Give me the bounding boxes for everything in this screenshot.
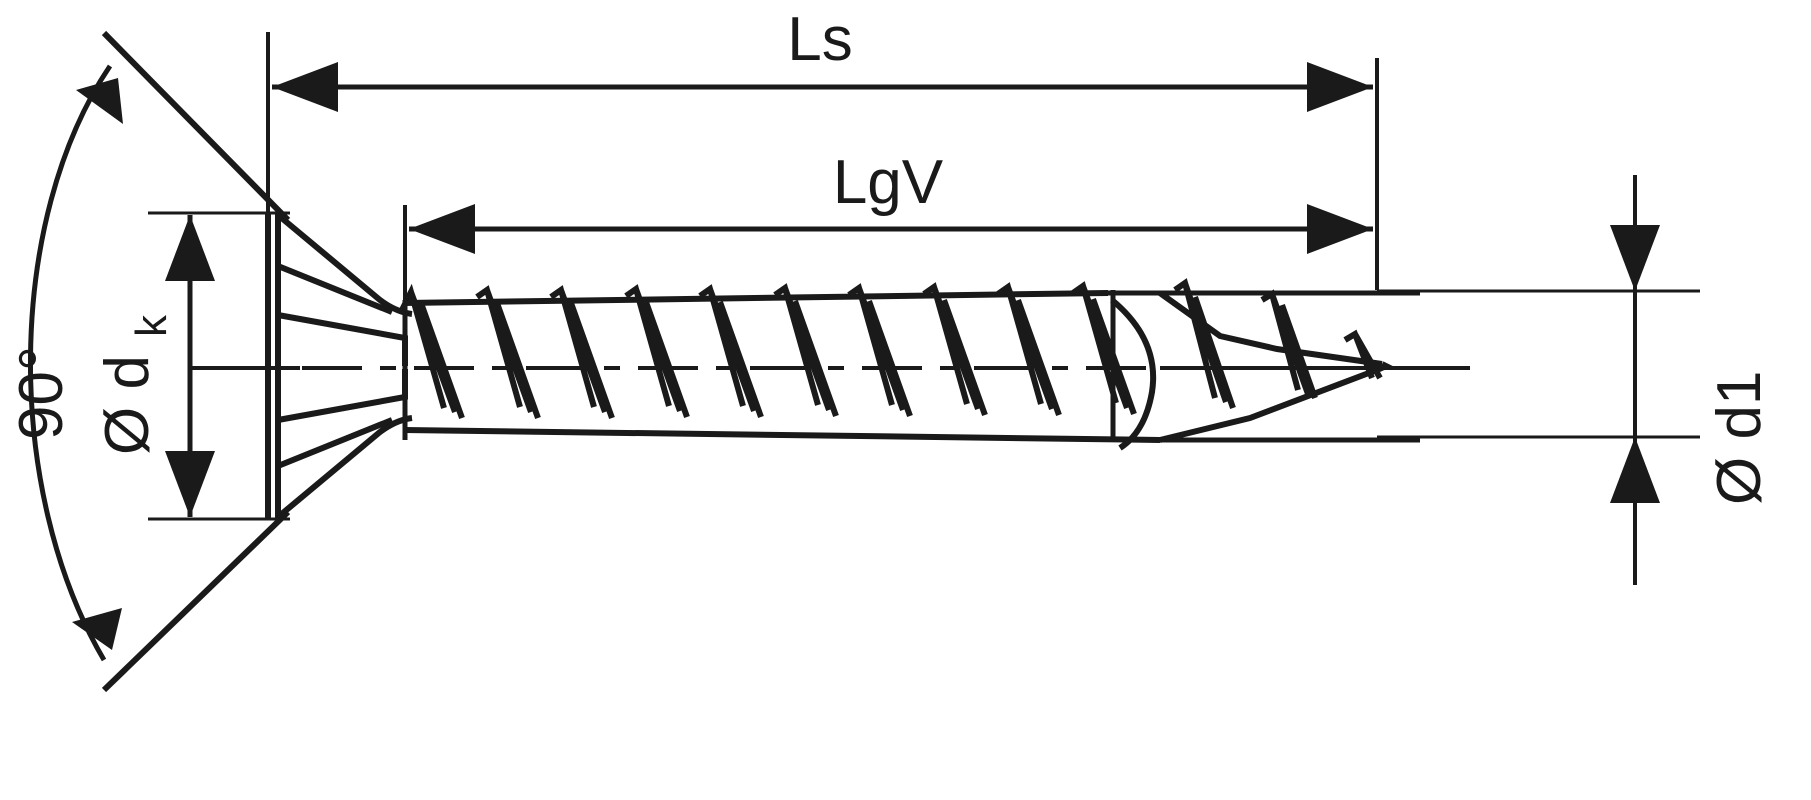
thread-crest-top-line: [403, 290, 1109, 306]
arrow-up-icon: [165, 215, 215, 281]
thread-cutting-notch: [1110, 297, 1157, 451]
label-d1: Ø d1: [1705, 371, 1774, 505]
shank-tick-marks: [402, 290, 1116, 440]
label-lgv: LgV: [833, 148, 944, 217]
thread-crest-bottom-line: [403, 427, 1161, 443]
angle-90-indicator: [28, 30, 291, 693]
angle-arc-icon: [28, 64, 113, 662]
label-angle-90: 90°: [7, 346, 76, 440]
angle-leg-lower: [101, 509, 291, 693]
screw-tip: [1158, 278, 1393, 443]
label-dk-subscript: k: [127, 314, 176, 337]
arrow-right-icon: [1307, 204, 1373, 254]
label-ls: Ls: [787, 5, 852, 74]
dimension-lgv: [409, 204, 1373, 254]
arrow-arc-top-icon: [76, 78, 123, 124]
arrow-down-icon: [1610, 225, 1660, 291]
arrow-down-icon: [165, 451, 215, 517]
arrow-up-icon: [1610, 437, 1660, 503]
label-d1-group: Ø d1: [1705, 371, 1774, 505]
thread-profile-group: [399, 281, 1137, 420]
arrow-left-icon: [409, 204, 475, 254]
angle-leg-upper: [101, 30, 291, 223]
label-angle-90-group: 90°: [7, 346, 76, 440]
dimension-d1: [1610, 225, 1660, 503]
label-dk: Ø d: [93, 355, 162, 455]
arrow-right-icon: [1307, 62, 1373, 112]
label-dk-group: Ø d k: [93, 314, 176, 455]
arrow-arc-bottom-icon: [72, 608, 122, 650]
dimension-ls: [272, 62, 1373, 112]
arrow-left-icon: [272, 62, 338, 112]
